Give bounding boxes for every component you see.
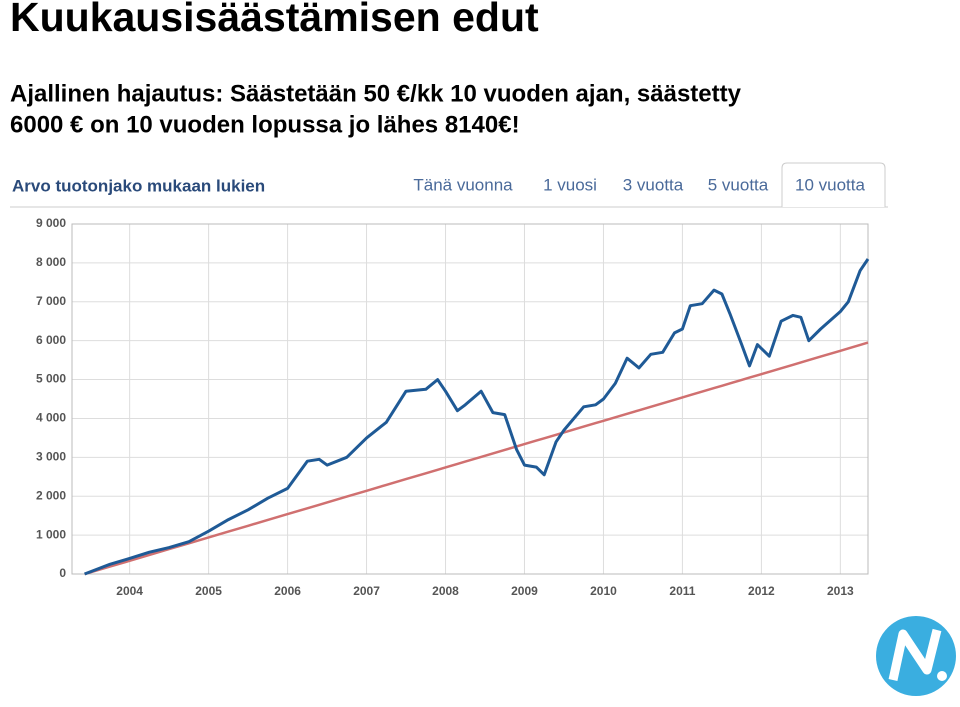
- y-tick-label: 7 000: [36, 294, 66, 308]
- tab[interactable]: 1 vuosi: [543, 175, 597, 194]
- x-tick-label: 2013: [827, 584, 854, 598]
- tab-selected-frame: [781, 162, 886, 207]
- x-tick-label: 2009: [511, 584, 538, 598]
- x-tick-label: 2010: [590, 584, 617, 598]
- plot-frame: [71, 223, 869, 575]
- tab[interactable]: 5 vuotta: [708, 175, 769, 194]
- y-tick-label: 6 000: [36, 333, 66, 347]
- tab-bar: Tänä vuonna 1 vuosi 3 vuotta 5 vuotta 10 vuo…: [413, 162, 886, 207]
- data-line: [84, 258, 870, 576]
- y-tick-label: 4 000: [36, 411, 66, 425]
- y-tick-label: 1 000: [36, 527, 66, 541]
- y-tick-label: 8 000: [36, 255, 66, 269]
- subtitle: 6000 € on 10 vuoden lopussa jo lähes 814…: [10, 111, 520, 138]
- x-tick-label: 2004: [116, 584, 143, 598]
- x-tick-label: 2008: [432, 584, 459, 598]
- panel-header: Arvo tuotonjako mukaan lukien: [12, 176, 265, 195]
- slide-title: Kuukausisäästämisen edut: [10, 0, 539, 40]
- x-tick-label: 2012: [748, 584, 775, 598]
- x-tick-label: 2011: [669, 584, 695, 598]
- y-tick-label: 0: [59, 566, 66, 580]
- y-tick-label: 9 000: [36, 216, 66, 230]
- y-tick-label: 5 000: [36, 372, 66, 386]
- tab[interactable]: 3 vuotta: [623, 175, 684, 194]
- x-tick-label: 2005: [195, 584, 222, 598]
- tab[interactable]: Tänä vuonna: [413, 175, 513, 194]
- y-tick-label: 2 000: [36, 488, 66, 502]
- x-tick-label: 2006: [274, 584, 301, 598]
- tab[interactable]: 10 vuotta: [795, 175, 865, 194]
- x-tick-label: 2007: [353, 584, 380, 598]
- plot: 0 1 000 2 000 3 000 4 000 5 000 6 000 7 000 8 00…: [36, 216, 870, 598]
- y-tick-label: 3 000: [36, 450, 66, 464]
- subtitle: Ajallinen hajautus: Säästetään 50 €/kk 1…: [10, 80, 742, 107]
- logo: [876, 616, 956, 696]
- data-line: [84, 341, 869, 576]
